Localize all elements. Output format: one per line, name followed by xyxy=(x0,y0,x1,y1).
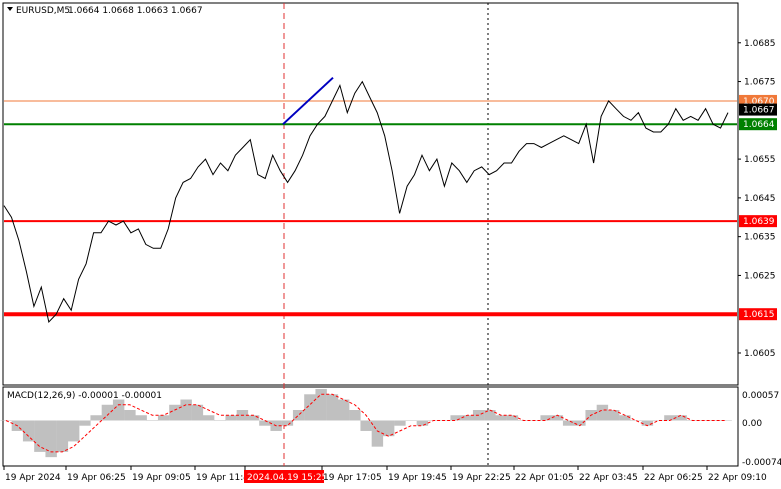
price-layer xyxy=(3,76,729,324)
x-tick-label: 19 Apr 06:25 xyxy=(67,473,126,483)
chevron-down-icon[interactable] xyxy=(7,7,13,11)
macd-hist-bar xyxy=(101,404,114,421)
macd-hist-bar xyxy=(79,420,91,426)
x-tick-label: 22 Apr 03:45 xyxy=(579,473,638,483)
macd-hist-bar xyxy=(495,415,507,421)
x-tick-label: 19 Apr 09:05 xyxy=(132,473,191,483)
macd-label: MACD(12,26,9) -0.00001 -0.00001 xyxy=(7,391,162,401)
level-label-1.0670: 1.0670 xyxy=(743,97,775,107)
macd-hist-bar xyxy=(461,415,474,421)
x-tick-label: 19 Apr 22:25 xyxy=(452,473,511,483)
macd-hist-bar xyxy=(641,420,654,426)
macd-hist-bar xyxy=(146,420,159,421)
x-tick-label-highlighted: 2024.04.19 15:25 xyxy=(247,473,327,483)
macd-hist-bar xyxy=(652,420,665,421)
macd-hist-bar xyxy=(202,415,215,421)
macd-hist-bar xyxy=(619,415,631,421)
y-tick-label: 1.0655 xyxy=(744,155,776,165)
macd-hist-bar xyxy=(349,410,361,421)
macd-hist-bar xyxy=(394,420,406,426)
macd-hist-bar xyxy=(664,415,676,421)
price-series-line xyxy=(3,80,729,324)
macd-hist-bar xyxy=(315,389,327,421)
symbol-timeframe: EURUSD,M5 xyxy=(16,6,70,16)
macd-hist-bar xyxy=(405,420,417,421)
macd-tick-top: 0.00057 xyxy=(742,391,779,401)
macd-hist-bar xyxy=(596,404,609,421)
current-price-label: 1.0667 xyxy=(743,106,775,116)
x-tick-label: 22 Apr 09:10 xyxy=(708,473,767,483)
macd-hist-bar xyxy=(180,399,192,421)
y-tick-label: 1.0625 xyxy=(744,271,776,281)
y-tick-label: 1.0605 xyxy=(744,349,776,359)
x-tick-label: 19 Apr 2024 xyxy=(5,473,61,483)
macd-hist-bar xyxy=(450,415,462,421)
level-label-1.0615: 1.0615 xyxy=(743,310,775,320)
macd-hist-bar xyxy=(281,420,294,426)
macd-hist-bar xyxy=(574,420,586,426)
macd-hist-bar xyxy=(225,415,237,421)
axis-layer: 1.06851.06751.06551.06451.06351.06251.06… xyxy=(3,39,776,483)
macd-hist-bar xyxy=(416,420,429,426)
macd-hist-bar xyxy=(326,394,339,421)
level-label-box-1.0615 xyxy=(739,308,777,321)
macd-hist-bar xyxy=(506,415,519,421)
macd-tick-zero: 0.00 xyxy=(742,419,762,429)
macd-hist-bar xyxy=(90,415,102,421)
macd-hist-bar xyxy=(292,410,305,421)
trend-line xyxy=(282,76,334,125)
macd-hist-bar xyxy=(67,420,80,442)
y-tick-label: 1.0675 xyxy=(744,78,776,88)
x-tick-label: 22 Apr 06:25 xyxy=(644,473,703,483)
macd-hist-bar xyxy=(157,415,170,421)
macd-hist-bar xyxy=(135,415,147,421)
macd-hist-bar xyxy=(34,420,46,452)
macd-hist-bar xyxy=(360,420,372,431)
macd-hist-bar xyxy=(551,415,564,421)
macd-hist-bar xyxy=(382,420,395,437)
level-label-1.0664: 1.0664 xyxy=(743,120,775,130)
macd-signal-line xyxy=(5,393,726,453)
level-label-1.0639: 1.0639 xyxy=(743,217,775,227)
macd-hist-bar xyxy=(675,415,687,421)
macd-layer xyxy=(0,389,732,458)
macd-hist-bar xyxy=(247,415,260,421)
x-tick-label: 19 Apr 19:45 xyxy=(388,473,447,483)
price-panel[interactable] xyxy=(2,2,739,386)
current-price-box xyxy=(739,103,777,116)
macd-hist-bar xyxy=(484,410,496,421)
x-tick-label: 19 Apr 17:05 xyxy=(323,473,382,483)
macd-tick-bottom: -0.00074 xyxy=(742,458,781,468)
y-tick-label: 1.0645 xyxy=(744,194,776,204)
macd-hist-bar xyxy=(371,420,384,447)
macd-hist-bar xyxy=(22,420,35,442)
x-tick-label: 22 Apr 01:05 xyxy=(515,473,574,483)
macd-hist-bar xyxy=(720,420,732,421)
x-label-highlight-box xyxy=(244,470,324,483)
macd-hist-bar xyxy=(214,420,226,421)
y-tick-label: 1.0635 xyxy=(744,233,776,243)
macd-hist-bar xyxy=(169,404,181,421)
macd-hist-bar xyxy=(337,399,350,421)
macd-hist-bar xyxy=(630,420,642,421)
macd-hist-bar xyxy=(709,420,721,421)
ohlc-values: 1.0664 1.0668 1.0663 1.0667 xyxy=(68,6,203,16)
macd-hist-bar xyxy=(562,420,575,426)
macd-hist-bar xyxy=(259,420,271,426)
macd-hist-bar xyxy=(112,399,125,421)
level-label-box-1.0639 xyxy=(739,215,777,228)
macd-hist-bar xyxy=(45,420,57,458)
macd-hist-bar xyxy=(191,404,204,421)
levels-layer: 1.0670 1.0664 1.0639 1.0615 1.0667 xyxy=(4,94,777,321)
macd-hist-bar xyxy=(540,415,552,421)
macd-hist-bar xyxy=(304,394,316,421)
y-tick-label: 1.0685 xyxy=(744,39,776,49)
macd-hist-bar xyxy=(124,410,136,421)
macd-hist-bar xyxy=(607,410,620,421)
level-label-box-1.0664 xyxy=(739,118,777,131)
x-tick-label: 19 Apr 11:4 xyxy=(196,473,249,483)
macd-hist-bar xyxy=(56,420,69,452)
